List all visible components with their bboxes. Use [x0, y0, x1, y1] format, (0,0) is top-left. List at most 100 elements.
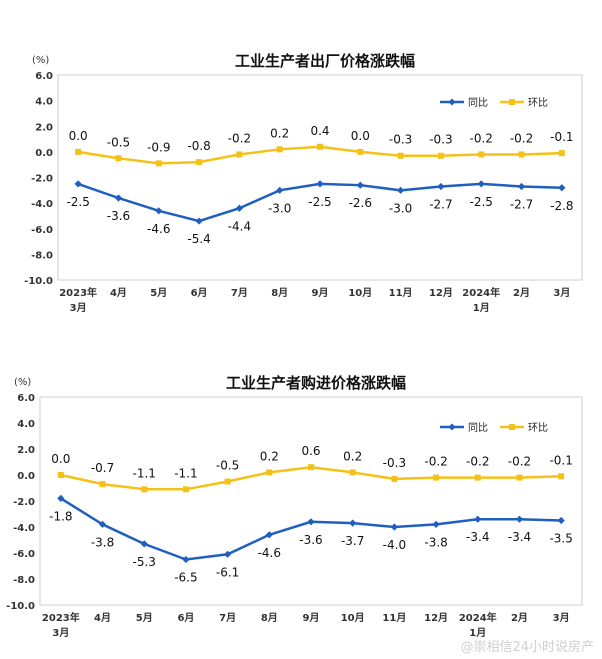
data-label-mom: -0.9 [147, 140, 170, 154]
x-tick-label: 8月 [261, 612, 278, 624]
data-point-mom [478, 151, 485, 158]
y-tick-label: -2.0 [31, 174, 53, 185]
y-tick-label: -10.0 [24, 276, 53, 287]
data-point-mom [558, 150, 565, 157]
data-label-yoy: -6.1 [216, 565, 239, 579]
x-tick-label: 2月 [513, 287, 530, 299]
x-tick-label: 5月 [150, 287, 167, 299]
data-label-mom: -1.1 [133, 466, 156, 480]
data-label-yoy: -2.8 [550, 199, 573, 213]
y-tick-label: 0.0 [17, 471, 35, 482]
y-tick-label: 2.0 [35, 122, 53, 133]
x-tick-label: 2024年 [462, 286, 500, 299]
data-point-mom [437, 152, 444, 159]
y-tick-label: -4.0 [13, 523, 35, 534]
y-unit-label-1: (%) [14, 377, 31, 388]
data-label-yoy: -2.5 [470, 195, 493, 209]
data-label-mom: -0.3 [383, 456, 406, 470]
x-tick-label: 11月 [389, 287, 413, 299]
data-point-mom [349, 469, 356, 476]
data-label-yoy: -3.8 [91, 535, 114, 549]
series-line-yoy [60, 497, 562, 561]
data-label-yoy: -2.6 [349, 196, 372, 210]
data-point-mom [57, 472, 64, 478]
data-label-yoy: -3.7 [341, 534, 364, 548]
x-tick-label: 10月 [341, 612, 365, 624]
data-label-yoy: -3.6 [107, 209, 130, 223]
x-tick-label: 7月 [219, 612, 236, 624]
data-label-yoy: -5.3 [133, 555, 156, 569]
data-point-mom [266, 469, 273, 476]
data-label-mom: 0.0 [51, 452, 70, 466]
data-label-yoy: -3.5 [549, 532, 572, 546]
watermark: @崇相信24小时说房产 [460, 640, 594, 655]
data-point-yoy [114, 194, 123, 202]
data-label-mom: -0.5 [107, 135, 130, 149]
data-point-yoy [474, 515, 482, 523]
data-point-mom [357, 148, 364, 155]
data-label-yoy: -4.4 [228, 219, 251, 233]
data-label-mom: -0.8 [187, 139, 210, 153]
data-label-yoy: -2.7 [510, 197, 533, 211]
y-tick-label: 6.0 [17, 393, 35, 404]
legend-label-yoy: 同比 [468, 97, 488, 109]
data-label-yoy: -1.8 [49, 509, 72, 523]
data-label-yoy: -4.6 [147, 222, 170, 236]
data-point-yoy [437, 182, 445, 191]
data-label-mom: -0.2 [470, 131, 493, 145]
legend-marker-mom [509, 99, 515, 105]
y-tick-label: -6.0 [31, 225, 53, 236]
x-tick-label: 12月 [429, 287, 453, 299]
data-label-mom: 0.2 [260, 449, 279, 463]
x-tick-label: 2月 [511, 612, 528, 624]
data-point-mom [155, 160, 162, 167]
data-point-yoy [515, 515, 524, 523]
chart-title-0: 工业生产者出厂价格涨跌幅 [235, 52, 415, 70]
data-point-mom [518, 151, 525, 158]
data-point-yoy [140, 540, 148, 548]
plot-area-0 [57, 74, 583, 281]
data-point-mom [236, 151, 243, 158]
data-point-mom [433, 474, 440, 481]
x-tick-label: 6月 [191, 287, 208, 299]
data-label-mom: -0.2 [510, 131, 533, 145]
x-tick-label: 10月 [348, 287, 372, 299]
x-tick-label: 6月 [177, 612, 194, 624]
data-point-yoy [356, 181, 364, 189]
y-tick-label: -6.0 [13, 549, 35, 560]
data-point-yoy [195, 217, 203, 225]
data-point-yoy [74, 180, 82, 188]
data-label-mom: -0.5 [216, 459, 239, 473]
x-tick-label: 4月 [94, 612, 111, 624]
x-tick-label: 9月 [312, 287, 329, 299]
data-label-mom: 0.2 [270, 126, 289, 140]
data-point-mom [115, 155, 122, 162]
data-point-mom [558, 473, 565, 480]
x-tick-label: 9月 [303, 612, 320, 624]
data-point-yoy [182, 555, 190, 564]
data-label-mom: -0.7 [91, 461, 114, 475]
data-point-yoy [390, 523, 398, 531]
data-point-yoy [349, 519, 357, 527]
data-label-yoy: -4.6 [258, 546, 281, 560]
legend-label-mom: 环比 [528, 422, 548, 434]
data-label-yoy: -3.4 [508, 530, 531, 544]
plot-area-1 [39, 396, 583, 606]
data-label-yoy: -3.0 [268, 201, 291, 215]
y-tick-label: 4.0 [17, 419, 35, 430]
y-tick-label: -10.0 [6, 601, 35, 612]
data-point-mom [141, 486, 148, 493]
legend-label-mom: 环比 [528, 97, 548, 109]
data-label-yoy: -2.7 [429, 197, 452, 211]
data-point-mom [308, 464, 314, 471]
data-point-yoy [316, 180, 324, 188]
x-tick-label: 11月 [382, 612, 406, 624]
data-point-yoy [155, 207, 163, 215]
data-label-mom: -0.1 [550, 130, 573, 144]
data-label-mom: -0.2 [466, 455, 489, 469]
data-label-mom: -0.2 [424, 455, 447, 469]
data-point-mom [397, 152, 404, 159]
data-point-mom [276, 146, 283, 153]
y-tick-label: -8.0 [31, 250, 53, 261]
